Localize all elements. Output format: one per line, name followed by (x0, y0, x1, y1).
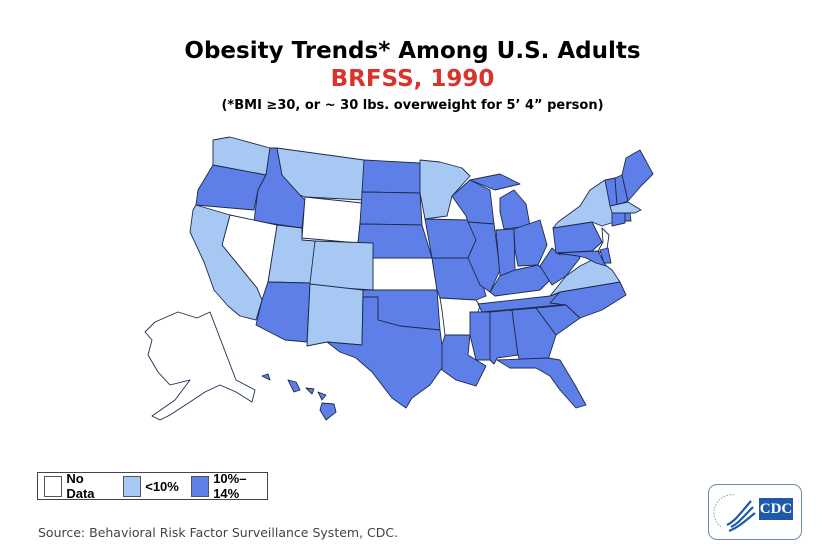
cdc-wordmark: CDC (759, 498, 793, 520)
map-footnote: (*BMI ≥30, or ~ 30 lbs. overweight for 5… (221, 98, 604, 113)
state-sd (359, 191, 423, 226)
state-hi (261, 373, 337, 421)
state-ms (469, 311, 491, 361)
legend-label-low: <10% (145, 478, 179, 494)
legend: No Data <10% 10%–14% (37, 471, 268, 501)
map-subtitle: BRFSS, 1990 (330, 66, 495, 92)
legend-label-no-data: No Data (66, 471, 95, 501)
hhs-eagle-icon (713, 494, 756, 533)
state-ma (609, 201, 642, 214)
cdc-logo: CDC (708, 484, 802, 540)
state-ri (624, 212, 632, 222)
state-co (307, 240, 374, 291)
state-il (467, 221, 501, 293)
state-de (599, 247, 612, 264)
map-title: Obesity Trends* Among U.S. Adults (184, 38, 641, 64)
state-oh (513, 219, 548, 267)
state-ks (372, 257, 438, 291)
state-ak (144, 311, 256, 421)
state-nd (361, 159, 421, 194)
state-la (441, 334, 487, 387)
legend-swatch-no-data (44, 475, 63, 497)
state-az (255, 281, 311, 343)
state-me (621, 149, 654, 202)
source-note: Source: Behavioral Risk Factor Surveilla… (38, 525, 399, 540)
legend-label-mid: 10%–14% (213, 471, 247, 501)
legend-swatch-low (122, 475, 142, 497)
state-wy (301, 196, 363, 244)
state-nm (306, 283, 364, 347)
state-ny (552, 179, 615, 229)
state-ca (189, 204, 263, 321)
legend-swatch-mid (190, 475, 210, 497)
state-ct (611, 212, 626, 227)
state-tx (326, 296, 445, 409)
state-nc (549, 281, 627, 319)
state-ia (424, 218, 477, 259)
state-md (555, 250, 607, 267)
state-fl (496, 357, 587, 409)
